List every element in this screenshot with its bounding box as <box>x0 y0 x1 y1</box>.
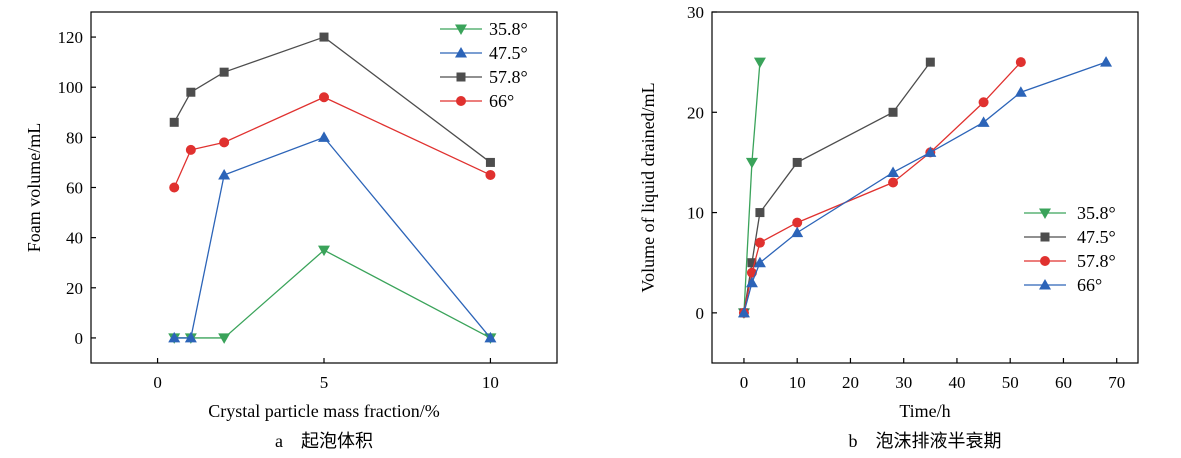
y-tick-label: 30 <box>687 3 704 22</box>
legend-label: 47.5° <box>1077 227 1116 247</box>
data-point <box>1015 57 1026 68</box>
data-point <box>753 256 766 268</box>
data-point <box>792 157 802 167</box>
legend-marker <box>455 24 467 35</box>
data-point <box>485 169 496 180</box>
x-tick-label: 0 <box>153 373 162 392</box>
data-point <box>485 157 495 167</box>
y-tick-label: 0 <box>696 304 705 323</box>
x-tick-label: 50 <box>1002 373 1019 392</box>
data-point <box>484 331 497 343</box>
data-point <box>185 144 196 155</box>
data-point <box>1014 86 1027 97</box>
data-point <box>737 306 750 318</box>
x-tick-label: 70 <box>1108 373 1125 392</box>
x-tick-label: 20 <box>842 373 859 392</box>
legend: 35.8° 47.5° 57.8° 66° <box>440 19 528 111</box>
data-point <box>792 217 803 228</box>
legend-marker <box>1040 232 1050 242</box>
data-point <box>169 117 179 127</box>
legend-marker <box>1039 208 1051 219</box>
legend-marker <box>455 47 467 58</box>
data-point <box>319 92 329 103</box>
x-tick-label: 10 <box>789 373 806 392</box>
chart-caption: b 泡沫排液半衰期 <box>849 431 1002 451</box>
y-axis-label: Foam volume/mL <box>24 123 44 253</box>
data-point <box>888 107 898 117</box>
series-line-47.5° <box>174 136 491 339</box>
series-line-66° <box>743 61 1107 314</box>
y-tick-label: 40 <box>66 229 83 248</box>
chart-caption: a 起泡体积 <box>275 431 373 451</box>
legend-marker <box>456 96 466 106</box>
legend-label: 66° <box>489 91 514 111</box>
data-point <box>754 237 765 248</box>
y-tick-label: 0 <box>75 329 84 348</box>
data-point <box>319 32 329 42</box>
legend-label: 35.8° <box>1077 203 1116 223</box>
x-tick-label: 60 <box>1055 373 1072 392</box>
chart-b-liquid-drained: 0 10 20 30 40 50 60 70 0 10 20 30 Time/h Volume of li… <box>638 3 1139 451</box>
legend-label: 47.5° <box>489 43 528 63</box>
legend-marker <box>1040 256 1050 266</box>
data-point <box>978 97 989 108</box>
data-point <box>924 146 937 157</box>
legend-label: 57.8° <box>489 67 528 87</box>
data-point <box>887 166 900 177</box>
legend: 35.8° 47.5° 57.8° 66° <box>1024 203 1116 295</box>
data-point <box>219 67 229 77</box>
legend-marker <box>456 72 466 82</box>
data-point <box>745 276 758 288</box>
x-tick-label: 10 <box>482 373 499 392</box>
y-tick-label: 20 <box>687 103 704 122</box>
x-axis-label: Time/h <box>899 401 950 421</box>
data-point <box>186 87 196 97</box>
y-tick-label: 120 <box>58 28 84 47</box>
y-tick-label: 10 <box>687 204 704 223</box>
x-tick-label: 0 <box>740 373 749 392</box>
legend-label: 35.8° <box>489 19 528 39</box>
data-point <box>745 157 758 169</box>
data-point <box>169 182 180 193</box>
data-point <box>218 168 231 180</box>
plot-frame <box>90 11 558 364</box>
data-point <box>753 57 766 69</box>
x-tick-label: 30 <box>895 373 912 392</box>
legend-label: 66° <box>1077 275 1102 295</box>
data-point <box>318 245 330 257</box>
x-tick-label: 5 <box>320 373 329 392</box>
data-point <box>219 137 230 148</box>
data-point <box>168 331 181 343</box>
data-point <box>1100 56 1113 67</box>
series-line-47.5° <box>743 61 931 313</box>
data-point <box>218 333 231 344</box>
data-point <box>977 116 990 127</box>
data-point <box>184 331 197 343</box>
data-point <box>925 57 935 67</box>
data-point <box>318 131 330 142</box>
x-axis-label: Crystal particle mass fraction/% <box>208 401 439 421</box>
legend-marker <box>1039 279 1051 290</box>
y-tick-label: 20 <box>66 279 83 298</box>
series-line-35.8° <box>174 249 491 339</box>
data-point <box>791 226 804 238</box>
y-tick-label: 80 <box>66 128 83 147</box>
data-point <box>888 177 899 188</box>
y-tick-label: 100 <box>58 78 84 97</box>
plot-frame <box>711 11 1139 364</box>
legend-label: 57.8° <box>1077 251 1116 271</box>
y-tick-label: 60 <box>66 179 83 198</box>
x-tick-label: 40 <box>948 373 965 392</box>
data-point <box>755 208 765 218</box>
y-axis-label: Volume of liquid drained/mL <box>638 82 658 292</box>
data-point <box>747 258 757 268</box>
